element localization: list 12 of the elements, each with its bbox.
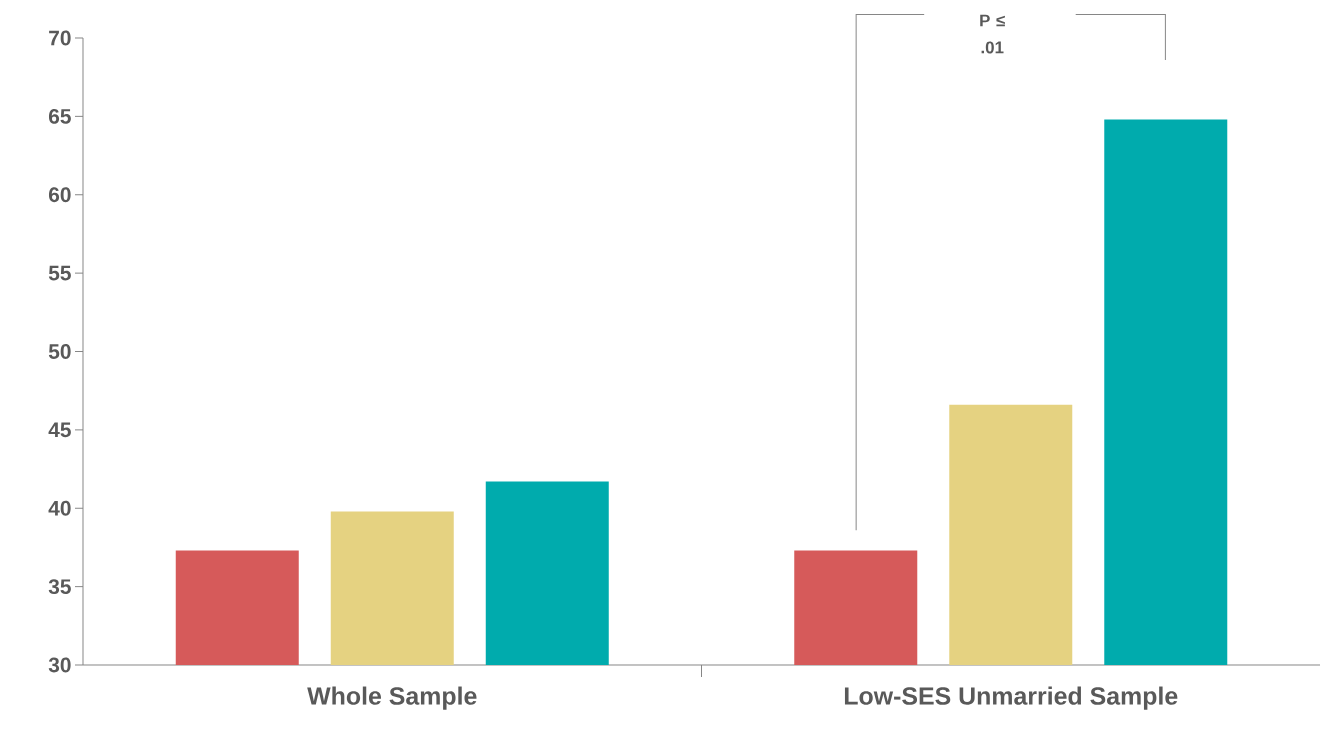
- y-tick-label: 30: [48, 657, 71, 673]
- y-tick-label: 70: [49, 30, 71, 46]
- x-tick-label: Whole Sample: [307, 686, 477, 710]
- y-tick-label: 45: [48, 422, 71, 438]
- y-tick-label: 50: [48, 344, 71, 359]
- y-tick-label: 60: [48, 187, 71, 203]
- y-tick-label: 35: [48, 579, 71, 595]
- annotation: P ≤ .01: [980, 14, 1005, 54]
- y-tick-label: 40: [48, 500, 71, 516]
- y-tick-label: 55: [48, 265, 71, 281]
- y-tick-label: 65: [48, 108, 71, 124]
- x-tick-label: Low-SES Unmarried Sample: [844, 686, 1178, 710]
